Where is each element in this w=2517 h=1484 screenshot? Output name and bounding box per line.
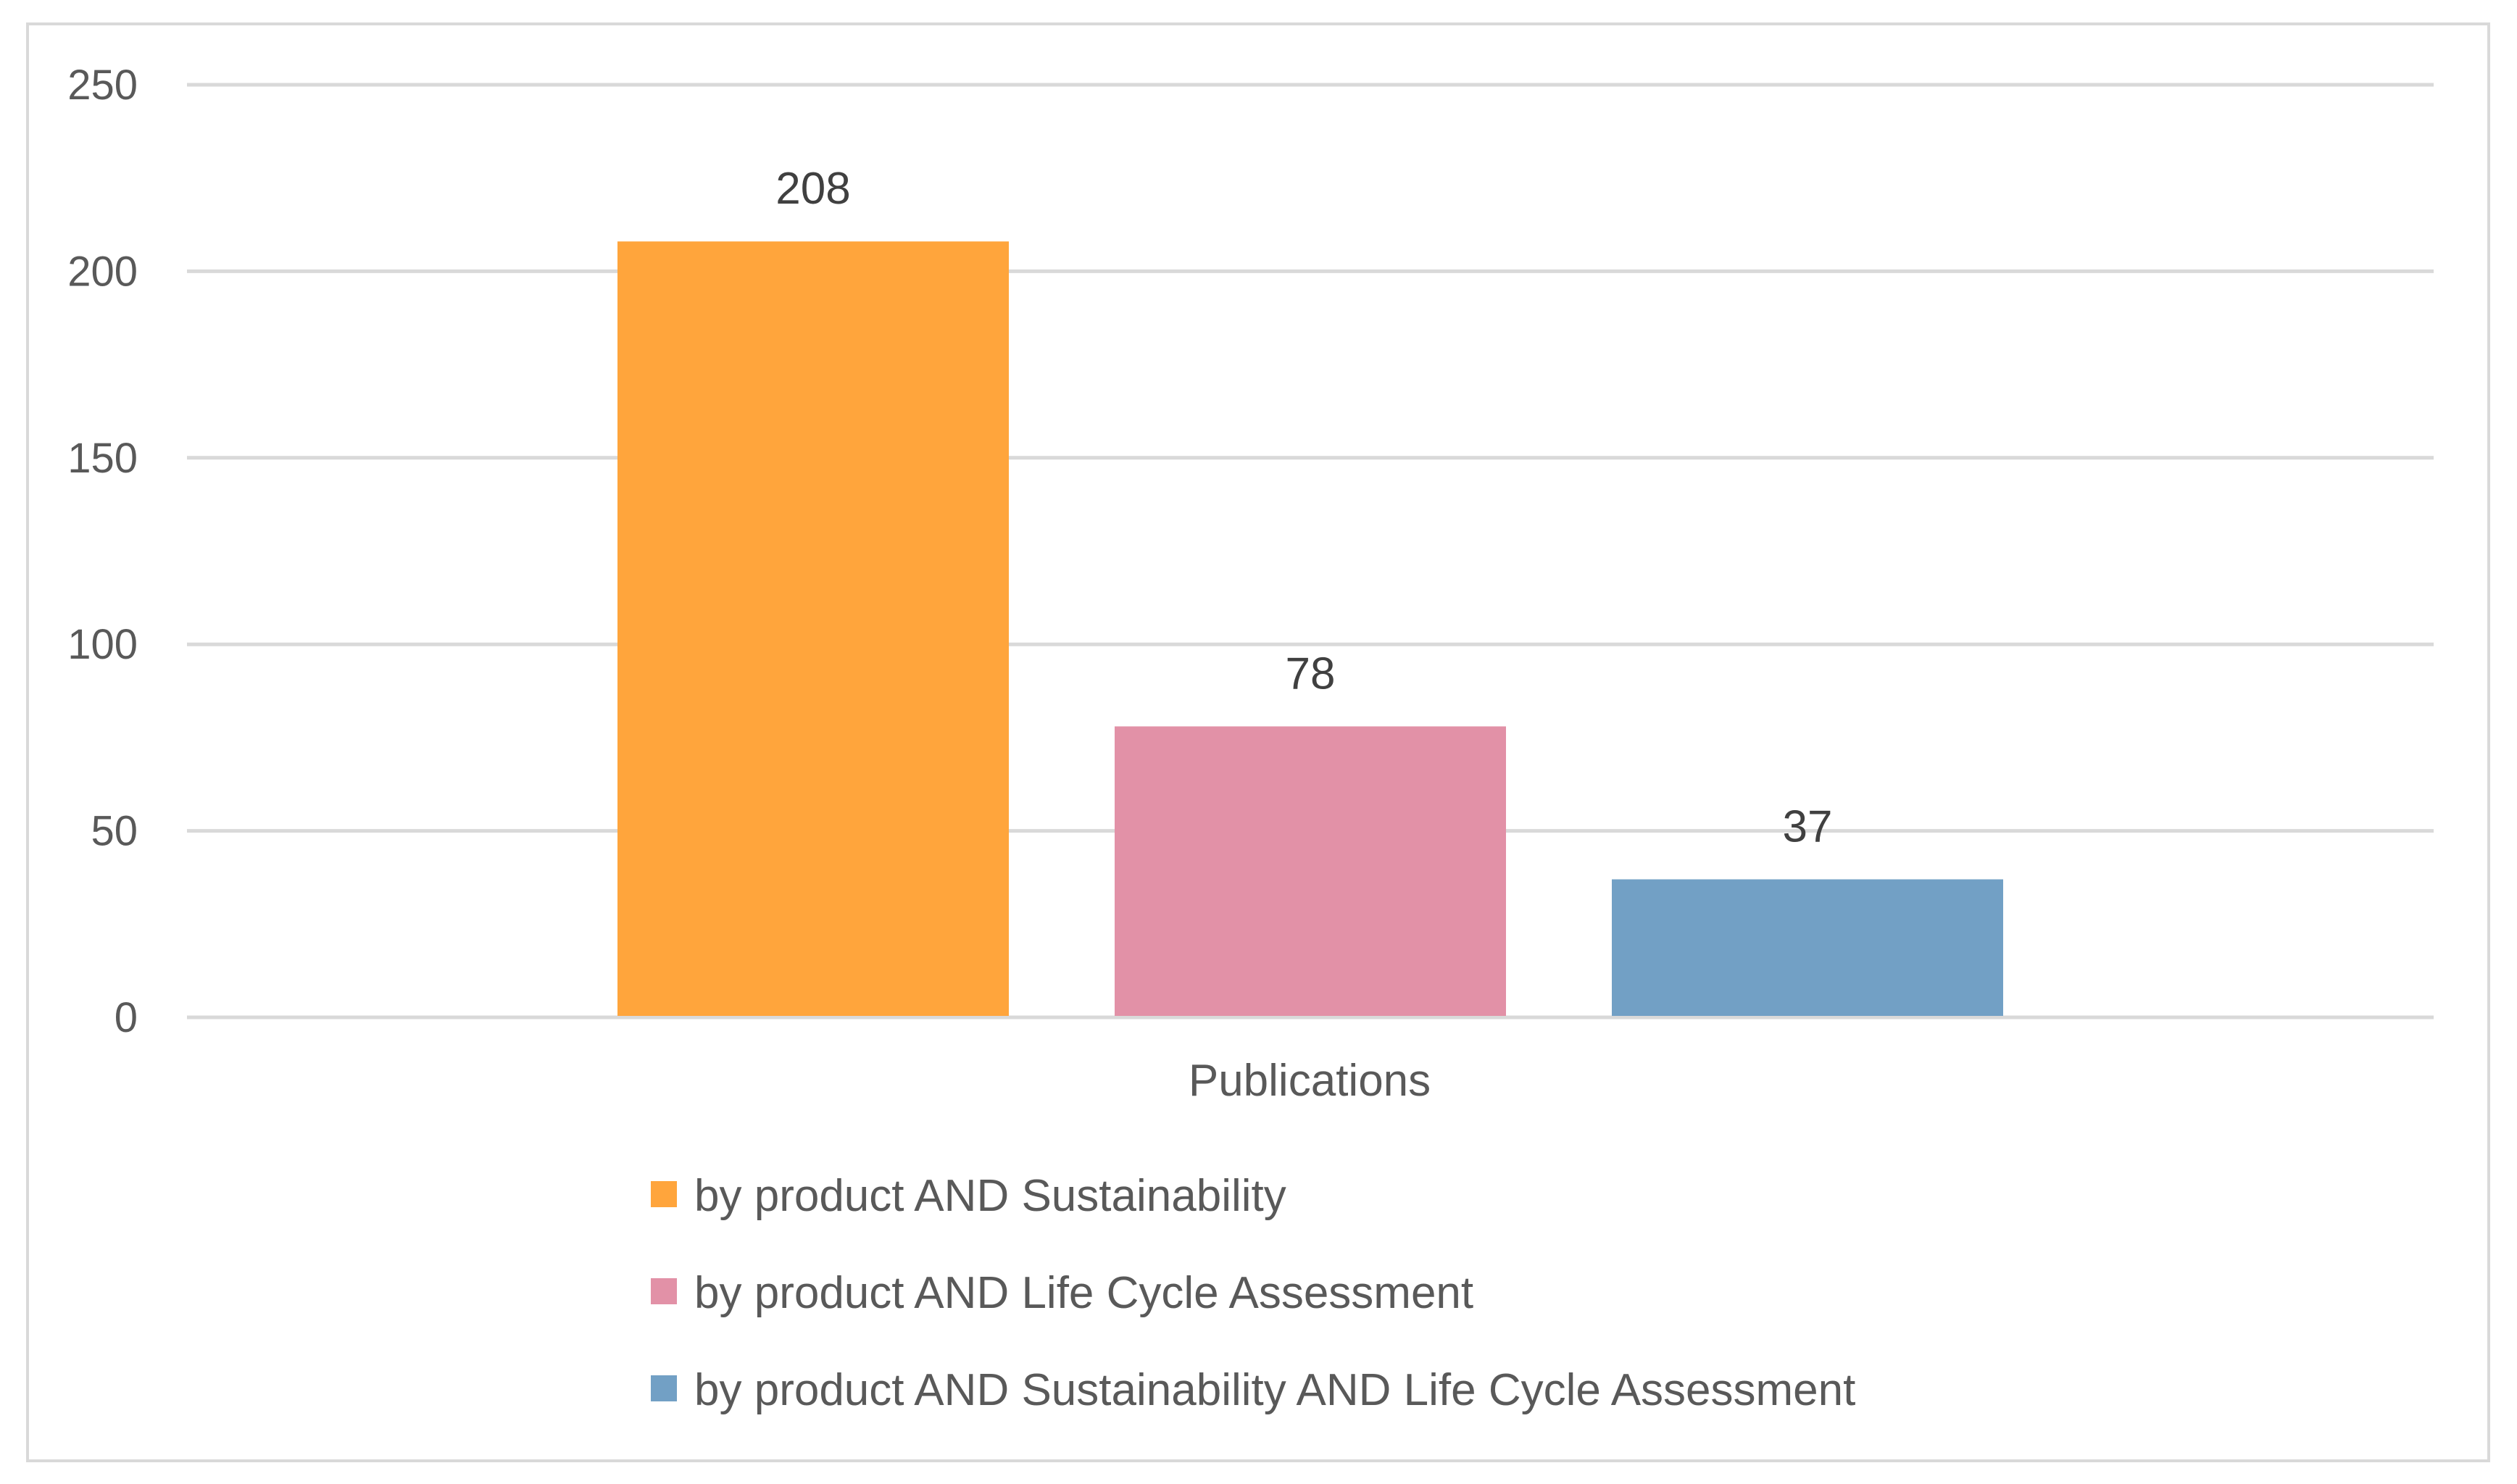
y-tick-label: 150 — [67, 435, 138, 482]
gridlines — [187, 83, 2434, 1020]
legend-label: by product AND Sustainability AND Life C… — [694, 1365, 1855, 1415]
data-labels: 208 78 37 — [775, 164, 1832, 851]
legend-swatch — [651, 1375, 677, 1401]
y-tick-label: 200 — [67, 248, 138, 295]
y-tick-label: 100 — [67, 621, 138, 668]
legend-item: by product AND Sustainability — [651, 1171, 1286, 1221]
data-label: 78 — [1286, 649, 1336, 699]
legend-swatch — [651, 1278, 677, 1304]
legend: by product AND Sustainability by product… — [651, 1171, 1855, 1415]
y-tick-label: 0 — [115, 994, 138, 1041]
x-category-label: Publications — [1189, 1056, 1431, 1106]
legend-label: by product AND Sustainability — [694, 1171, 1286, 1221]
x-axis: Publications — [1189, 1056, 1431, 1106]
data-label: 37 — [1783, 802, 1833, 852]
legend-swatch — [651, 1181, 677, 1207]
bar — [1612, 879, 2003, 1016]
bar — [617, 241, 1009, 1016]
legend-item: by product AND Life Cycle Assessment — [651, 1268, 1473, 1318]
y-tick-label: 250 — [67, 62, 138, 109]
y-tick-label: 50 — [91, 808, 138, 855]
bar — [1115, 726, 1506, 1016]
y-axis-tick-labels: 0 50 100 150 200 250 — [67, 62, 138, 1041]
data-label: 208 — [775, 164, 850, 214]
legend-item: by product AND Sustainability AND Life C… — [651, 1365, 1855, 1415]
legend-label: by product AND Life Cycle Assessment — [694, 1268, 1473, 1318]
bars — [617, 241, 2003, 1016]
